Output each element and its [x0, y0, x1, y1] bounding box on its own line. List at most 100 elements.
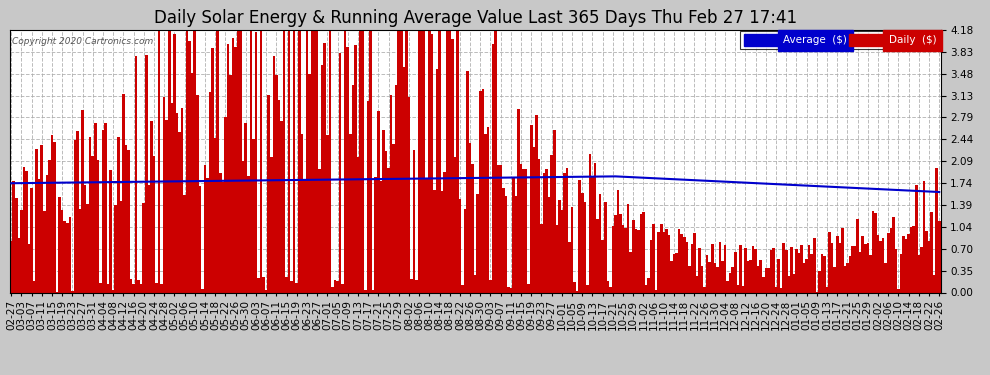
- Bar: [79, 209, 81, 292]
- Bar: [50, 135, 53, 292]
- Bar: [403, 67, 405, 292]
- Bar: [127, 150, 130, 292]
- Bar: [356, 158, 359, 292]
- Bar: [66, 224, 68, 292]
- Bar: [49, 160, 50, 292]
- Bar: [145, 55, 148, 292]
- Bar: [316, 30, 319, 292]
- Bar: [267, 95, 270, 292]
- Bar: [227, 44, 229, 292]
- Bar: [252, 139, 254, 292]
- Bar: [395, 85, 397, 292]
- Bar: [545, 169, 547, 292]
- Bar: [81, 110, 84, 292]
- Bar: [913, 226, 915, 292]
- Bar: [530, 125, 533, 292]
- Bar: [285, 278, 288, 292]
- Bar: [423, 30, 426, 292]
- Bar: [842, 228, 843, 292]
- Bar: [122, 94, 125, 292]
- Bar: [517, 109, 520, 292]
- Bar: [372, 290, 374, 292]
- Bar: [558, 200, 560, 292]
- Bar: [313, 30, 316, 292]
- Legend: Average  ($), Daily  ($): Average ($), Daily ($): [741, 31, 940, 49]
- Bar: [576, 291, 578, 292]
- Bar: [397, 30, 400, 292]
- Bar: [329, 30, 331, 292]
- Bar: [553, 130, 555, 292]
- Bar: [351, 85, 354, 292]
- Bar: [408, 97, 410, 292]
- Bar: [446, 30, 448, 292]
- Bar: [541, 224, 543, 292]
- Bar: [861, 236, 864, 292]
- Bar: [683, 237, 685, 292]
- Bar: [135, 56, 138, 292]
- Bar: [463, 209, 466, 292]
- Bar: [675, 252, 678, 292]
- Bar: [706, 255, 709, 292]
- Bar: [349, 134, 351, 292]
- Bar: [673, 254, 675, 292]
- Bar: [698, 248, 701, 292]
- Bar: [719, 242, 722, 292]
- Bar: [259, 30, 262, 292]
- Bar: [342, 284, 344, 292]
- Bar: [533, 147, 536, 292]
- Bar: [303, 179, 306, 292]
- Bar: [484, 134, 487, 292]
- Bar: [288, 30, 290, 292]
- Bar: [866, 243, 869, 292]
- Bar: [461, 285, 463, 292]
- Bar: [709, 261, 711, 292]
- Bar: [851, 246, 853, 292]
- Bar: [737, 285, 740, 292]
- Bar: [489, 279, 492, 292]
- Bar: [487, 128, 489, 292]
- Bar: [746, 261, 749, 292]
- Bar: [543, 173, 545, 292]
- Bar: [652, 224, 655, 292]
- Bar: [879, 241, 882, 292]
- Bar: [727, 281, 729, 292]
- Bar: [25, 171, 28, 292]
- Bar: [410, 279, 413, 292]
- Bar: [311, 30, 313, 292]
- Bar: [550, 155, 553, 292]
- Bar: [148, 184, 150, 292]
- Bar: [563, 173, 565, 292]
- Bar: [89, 137, 91, 292]
- Bar: [344, 30, 346, 292]
- Bar: [165, 120, 168, 292]
- Bar: [229, 75, 232, 292]
- Bar: [494, 30, 497, 292]
- Bar: [97, 160, 99, 292]
- Bar: [109, 170, 112, 292]
- Bar: [188, 41, 191, 292]
- Bar: [813, 238, 816, 292]
- Bar: [742, 285, 744, 292]
- Bar: [667, 235, 670, 292]
- Bar: [209, 92, 211, 292]
- Bar: [456, 30, 458, 292]
- Bar: [163, 98, 165, 292]
- Bar: [385, 151, 387, 292]
- Bar: [76, 131, 79, 292]
- Bar: [374, 177, 377, 292]
- Bar: [793, 274, 795, 292]
- Bar: [589, 154, 591, 292]
- Bar: [520, 164, 523, 292]
- Bar: [620, 214, 622, 292]
- Bar: [476, 194, 479, 292]
- Bar: [219, 173, 222, 292]
- Text: Copyright 2020 Cartronics.com: Copyright 2020 Cartronics.com: [12, 37, 153, 46]
- Bar: [680, 234, 683, 292]
- Bar: [283, 30, 285, 292]
- Bar: [324, 43, 326, 292]
- Bar: [811, 254, 813, 292]
- Bar: [831, 243, 834, 292]
- Bar: [361, 30, 364, 292]
- Bar: [931, 213, 933, 292]
- Bar: [864, 244, 866, 292]
